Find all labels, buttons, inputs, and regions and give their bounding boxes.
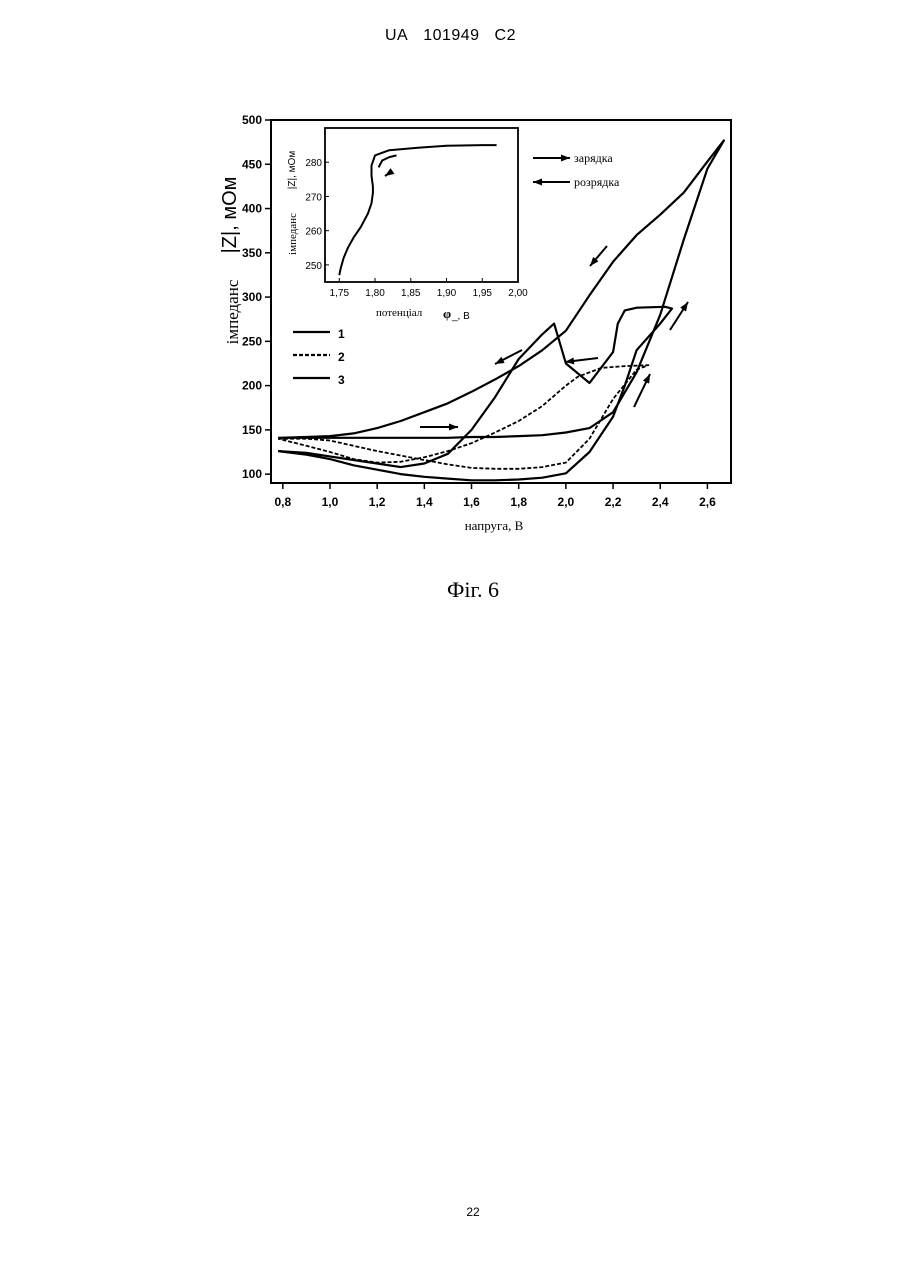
x-tick-label: 2,6 [699, 495, 716, 509]
y-tick-label: 450 [242, 157, 262, 171]
legend-label-2: 2 [338, 350, 345, 364]
inset-y-label-part2: |Z|, мОм [287, 151, 298, 190]
inset-x-tick-label: 1,90 [437, 288, 457, 299]
inset-x-tick-label: 1,80 [365, 288, 385, 299]
inset-y-tick-label: 280 [305, 158, 322, 169]
inset-x-tick-label: 1,75 [330, 288, 350, 299]
y-axis-label-part1: імпеданс [223, 279, 242, 344]
inset-plot: 1,75 1,80 1,85 1,90 1,95 2,00 250 260 270 280 поте… [287, 128, 620, 322]
y-tick-label: 200 [242, 379, 262, 393]
arrow-charge-upper-head [680, 302, 688, 311]
arrow-discharge-mid-head [495, 357, 505, 364]
y-tick-label: 400 [242, 202, 262, 216]
arrow-charge-lower-head [643, 374, 650, 384]
inset-x-tick-label: 2,00 [508, 288, 528, 299]
legend-arrow-discharge-head [533, 179, 542, 186]
legend-arrow-charge-head [561, 155, 570, 162]
series-2-line [278, 365, 648, 469]
legend-label-1: 1 [338, 327, 345, 341]
x-tick-label: 1,6 [463, 495, 480, 509]
y-tick-label: 250 [242, 334, 262, 348]
x-tick-label: 0,8 [274, 495, 291, 509]
inset-x-tick-label: 1,95 [473, 288, 493, 299]
x-tick-label: 2,2 [605, 495, 622, 509]
inset-y-tick-label: 250 [305, 261, 322, 272]
y-tick-label: 350 [242, 246, 262, 260]
inset-x-label-part3: _, В [451, 311, 470, 322]
inset-x-label-phi: φ [443, 306, 451, 321]
x-tick-label: 2,4 [652, 495, 669, 509]
x-tick-label: 2,0 [558, 495, 575, 509]
legend-label-discharge: розрядка [574, 175, 620, 189]
x-tick-label: 1,2 [369, 495, 386, 509]
y-tick-label: 150 [242, 423, 262, 437]
arrow-charge-flat-head [449, 424, 458, 431]
y-tick-label: 500 [242, 113, 262, 127]
inset-legend: зарядка розрядка [533, 151, 620, 189]
y-tick-label: 100 [242, 467, 262, 481]
y-axis-label-part2: |Z|, мОм [219, 177, 241, 254]
figure-caption: Фіг. 6 [0, 577, 901, 603]
inset-frame [325, 128, 518, 282]
inset-x-tick-label: 1,85 [401, 288, 421, 299]
x-tick-label: 1,4 [416, 495, 433, 509]
x-axis-label: напруга, В [465, 518, 524, 533]
legend-label-3: 3 [338, 373, 345, 387]
x-tick-label: 1,8 [510, 495, 527, 509]
inset-y-tick-label: 260 [305, 227, 322, 238]
y-tick-label: 300 [242, 290, 262, 304]
legend-label-charge: зарядка [574, 151, 613, 165]
figure-6-chart: 0,8 1,0 1,2 1,4 1,6 1,8 2,0 2,2 2,4 2,6 100 150 200 2… [0, 0, 901, 560]
inset-x-label-part1: потенціал [376, 307, 423, 319]
inset-y-tick-label: 270 [305, 192, 322, 203]
inset-y-label-part1: імпеданс [287, 213, 299, 255]
x-tick-label: 1,0 [322, 495, 339, 509]
main-legend: 1 2 3 [293, 327, 345, 387]
page-number: 22 [0, 1205, 901, 1219]
